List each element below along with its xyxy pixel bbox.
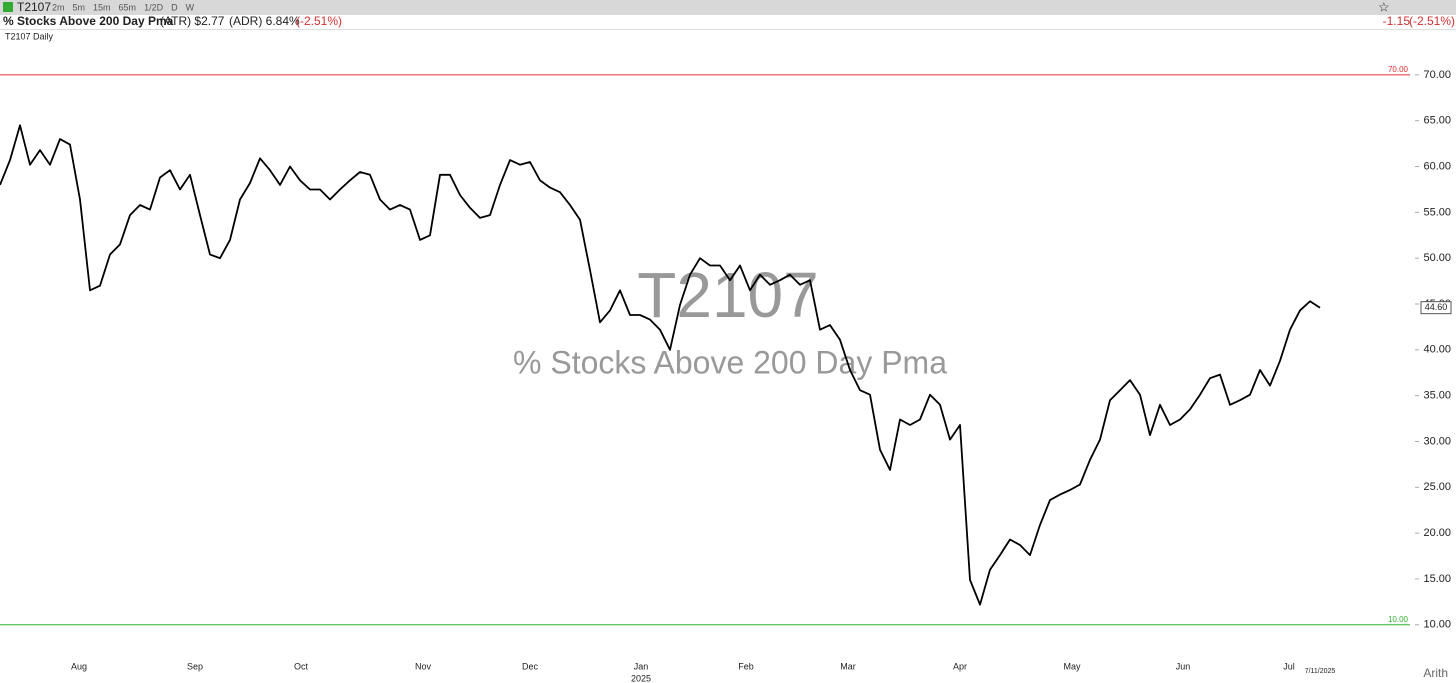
last-date-label: 7/11/2025 bbox=[1305, 668, 1336, 675]
x-tick-label: Jun bbox=[1176, 661, 1191, 671]
last-value-box bbox=[1420, 301, 1452, 315]
interval[interactable]: 15m bbox=[93, 2, 111, 12]
interval[interactable]: 2m bbox=[52, 2, 65, 12]
y-tick-label: 15.00 bbox=[1423, 573, 1451, 585]
x-tick-label: May bbox=[1063, 661, 1081, 671]
x-sublabel: 2025 bbox=[631, 673, 651, 683]
x-tick-label: Aug bbox=[71, 661, 87, 671]
y-tick-label: 10.00 bbox=[1423, 619, 1451, 631]
reference-label: 10.00 bbox=[1388, 615, 1409, 624]
series-line bbox=[0, 124, 1321, 606]
last-value-label: 44.60 bbox=[1425, 302, 1448, 312]
y-tick-label: 55.00 bbox=[1423, 206, 1451, 218]
adr: (ADR) 6.84% bbox=[229, 14, 300, 28]
x-tick-label: Jan bbox=[634, 661, 649, 671]
change-pct: (-2.51%) bbox=[296, 14, 342, 28]
interval[interactable]: W bbox=[186, 2, 195, 12]
y-tick-label: 25.00 bbox=[1423, 481, 1451, 493]
x-tick-label: Sep bbox=[187, 661, 203, 671]
watermark: T2107 bbox=[637, 259, 818, 331]
intervals: 2m 5m 15m 65m 1/2D D W bbox=[52, 2, 195, 12]
y-tick-label: 70.00 bbox=[1423, 69, 1451, 81]
interval[interactable]: 1/2D bbox=[144, 2, 164, 12]
x-tick-label: Oct bbox=[294, 661, 309, 671]
right-change: -1.15 bbox=[1383, 14, 1411, 28]
chart-title[interactable]: T2107 Daily bbox=[5, 31, 54, 41]
right-change-pct: (-2.51%) bbox=[1409, 14, 1455, 28]
x-tick-label: Dec bbox=[522, 661, 539, 671]
y-tick-label: 20.00 bbox=[1423, 527, 1451, 539]
x-tick-label: Nov bbox=[415, 661, 432, 671]
interval[interactable]: D bbox=[171, 2, 178, 12]
watermark-subtitle: % Stocks Above 200 Day Pma bbox=[513, 344, 947, 380]
scale-label[interactable]: Arith bbox=[1423, 666, 1448, 680]
add-icon[interactable] bbox=[3, 2, 13, 12]
toolbar bbox=[0, 0, 1456, 15]
symbol[interactable]: T2107 bbox=[17, 0, 51, 14]
star-icon[interactable]: ☆ bbox=[1378, 0, 1390, 14]
y-tick-label: 40.00 bbox=[1423, 344, 1451, 356]
reference-label: 70.00 bbox=[1388, 65, 1409, 74]
y-tick-label: 50.00 bbox=[1423, 252, 1451, 264]
y-tick-label: 60.00 bbox=[1423, 160, 1451, 172]
y-tick-label: 35.00 bbox=[1423, 390, 1451, 402]
interval[interactable]: 65m bbox=[119, 2, 137, 12]
y-tick-label: 65.00 bbox=[1423, 115, 1451, 127]
x-tick-label: Mar bbox=[840, 661, 856, 671]
x-tick-label: Jul bbox=[1283, 661, 1295, 671]
interval[interactable]: 5m bbox=[73, 2, 86, 12]
x-tick-label: Feb bbox=[738, 661, 754, 671]
header-title: % Stocks Above 200 Day Pma bbox=[3, 14, 174, 28]
x-tick-label: Apr bbox=[953, 661, 967, 671]
atr: (ATR) $2.77 bbox=[160, 14, 225, 28]
y-tick-label: 30.00 bbox=[1423, 435, 1451, 447]
